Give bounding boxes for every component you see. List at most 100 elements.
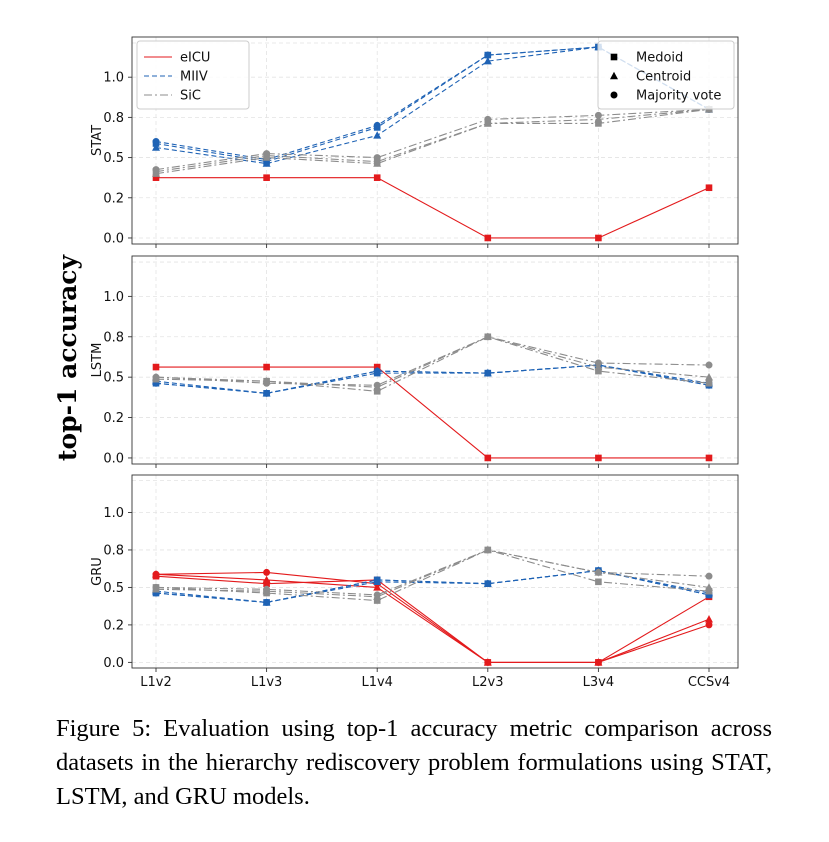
data-point — [373, 597, 381, 604]
series-line — [155, 108, 710, 175]
data-point — [705, 615, 713, 623]
y-tick-label: 0.0 — [103, 451, 124, 466]
series-line — [155, 575, 710, 663]
data-point — [263, 580, 270, 587]
data-point — [595, 120, 602, 127]
data-point — [484, 234, 492, 242]
data-point — [484, 51, 492, 59]
data-point — [705, 587, 713, 595]
panel-ylabel: LSTM — [90, 343, 105, 378]
x-tick-label: L1v2 — [140, 675, 171, 690]
data-point — [595, 454, 602, 462]
data-point — [152, 570, 160, 578]
data-point — [263, 150, 271, 158]
y-tick-label: 1.0 — [103, 71, 124, 86]
data-point — [373, 367, 381, 375]
data-point — [484, 546, 492, 554]
panel-gru: 0.0 0.2 0.5 0.8 1.0 GRU — [90, 474, 739, 672]
legend-box — [597, 40, 735, 110]
data-point — [263, 379, 271, 387]
series-line — [155, 573, 710, 663]
axes-frame — [131, 255, 739, 465]
data-point — [373, 121, 381, 129]
y-tick-label: 0.8 — [103, 543, 124, 558]
data-point — [152, 169, 160, 177]
data-point — [152, 174, 160, 181]
data-point — [262, 159, 271, 167]
series-line — [155, 336, 710, 388]
data-point — [705, 379, 713, 387]
y-tick-label: 0.5 — [103, 371, 124, 386]
data-point — [263, 585, 271, 593]
data-point — [263, 568, 271, 576]
series-line — [155, 549, 710, 602]
data-point — [373, 591, 381, 599]
series-line — [155, 570, 710, 603]
data-point — [595, 578, 602, 586]
data-point — [484, 658, 492, 666]
data-point — [484, 115, 492, 123]
data-point — [373, 174, 381, 181]
y-tick-label: 0.2 — [103, 411, 124, 426]
data-point — [595, 367, 602, 375]
y-tick-label: 1.0 — [103, 290, 124, 305]
data-point — [373, 576, 381, 584]
data-point — [594, 111, 602, 119]
x-tick-label: L1v3 — [251, 675, 282, 690]
series-line — [155, 336, 710, 386]
legend-box — [136, 40, 250, 110]
shared-ylabel: top-1 accuracy — [53, 253, 82, 461]
data-point — [373, 381, 381, 389]
legend-marker — [610, 53, 618, 61]
data-point — [152, 143, 160, 151]
data-point — [262, 575, 271, 584]
series-line — [155, 570, 710, 603]
y-tick-label: 1.0 — [103, 506, 124, 521]
series-line — [155, 571, 710, 663]
data-point — [594, 115, 603, 123]
data-point — [705, 372, 713, 381]
legend-label: Medoid — [636, 51, 683, 66]
y-tick-label: 0.0 — [103, 231, 124, 246]
x-tick-label: L2v3 — [472, 675, 503, 690]
data-point — [705, 621, 713, 629]
data-point — [594, 359, 602, 367]
data-point — [594, 658, 602, 666]
panel-lstm: 0.0 0.2 0.5 0.8 1.0 LSTM — [90, 255, 739, 468]
legend-label: eICU — [180, 51, 210, 66]
legend-label: MIIV — [180, 70, 208, 85]
data-point — [484, 369, 492, 377]
axes-frame — [131, 36, 739, 245]
data-point — [152, 583, 160, 591]
panel-ylabel: GRU — [90, 557, 105, 586]
data-point — [483, 119, 492, 127]
data-point — [263, 363, 270, 371]
legend-datasets: eICU MIIV SiC — [136, 40, 250, 110]
x-tick-label: L1v4 — [361, 675, 392, 690]
data-point — [594, 362, 603, 371]
legend-label: Majority vote — [636, 89, 721, 104]
data-point — [705, 184, 713, 192]
legend-marker — [610, 91, 618, 99]
y-tick-label: 0.0 — [103, 656, 124, 671]
panel-ylabel: STAT — [90, 125, 105, 156]
data-point — [263, 174, 270, 181]
y-tick-label: 0.5 — [103, 581, 124, 596]
legend-label: SiC — [180, 89, 201, 104]
figure-caption: Figure 5: Evaluation using top-1 accurac… — [56, 715, 772, 810]
data-point — [705, 572, 713, 580]
data-point — [705, 583, 713, 591]
series-line — [155, 108, 710, 171]
data-point — [483, 56, 492, 65]
figure: 0.00.20.50.81.0STAT0.00.20.50.81.0LSTM0.… — [53, 36, 739, 690]
data-point — [594, 568, 602, 576]
legend-methods: Medoid Centroid Majority vote — [597, 40, 735, 110]
data-point — [705, 454, 713, 462]
data-point — [484, 580, 492, 588]
data-point — [263, 389, 271, 397]
series-line — [155, 108, 710, 173]
series-line — [156, 366, 709, 459]
data-point — [263, 598, 271, 606]
axes-frame — [131, 474, 739, 669]
x-tick-label: L3v4 — [583, 675, 614, 690]
